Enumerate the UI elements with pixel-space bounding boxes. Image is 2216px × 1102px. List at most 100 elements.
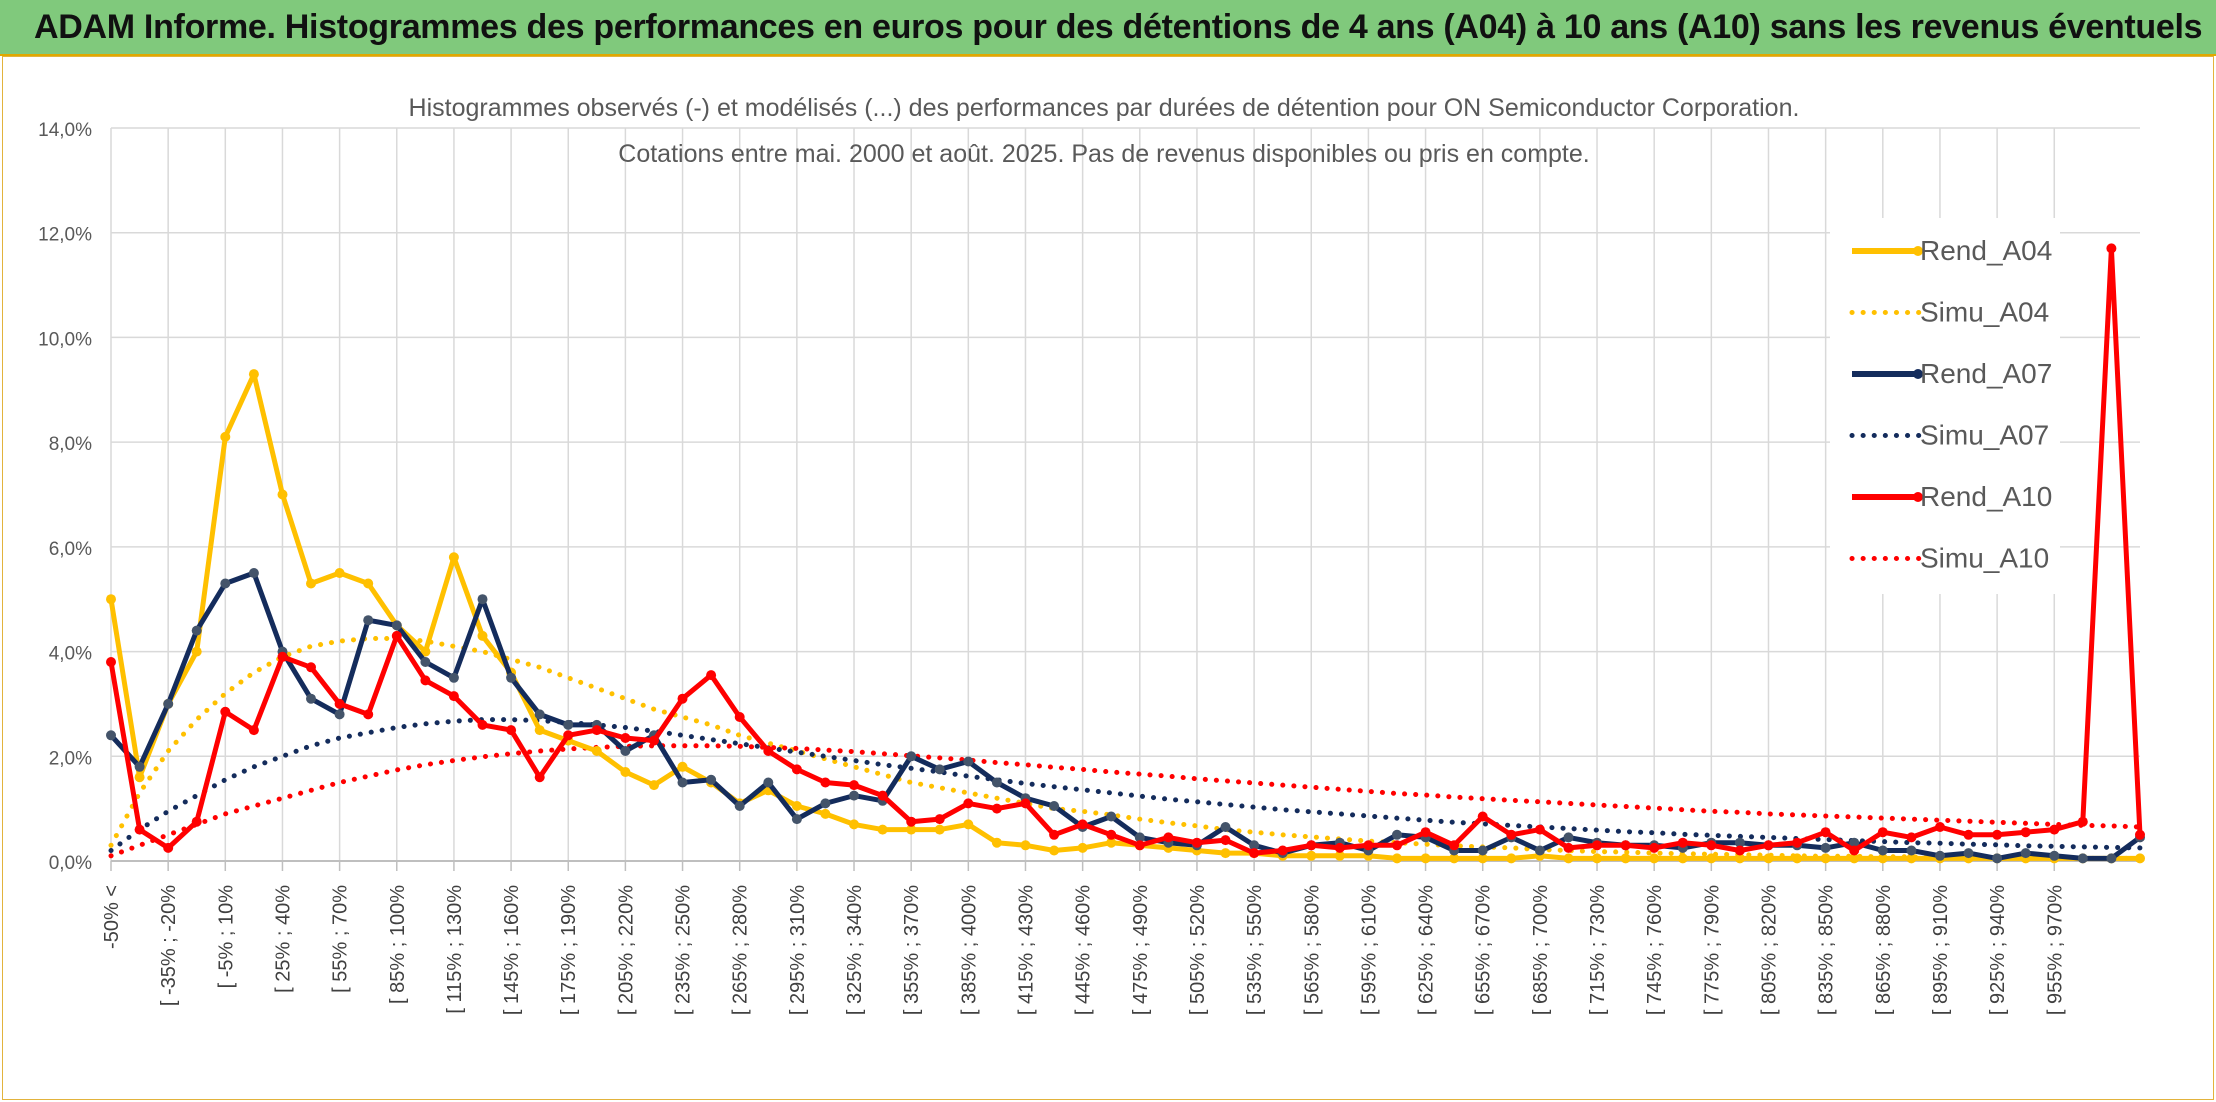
- data-point: [420, 657, 431, 667]
- data-point: [677, 761, 688, 772]
- data-point: [1106, 837, 1117, 848]
- data-point: [1963, 829, 1974, 840]
- data-point: [649, 735, 659, 746]
- data-point: [1106, 829, 1117, 840]
- data-point: [277, 651, 288, 662]
- data-point: [220, 578, 231, 589]
- x-tick-label: [ 295% ; 310%: [787, 885, 809, 1015]
- data-point: [1049, 801, 1060, 811]
- x-tick-label: [ 235% ; 250%: [673, 885, 695, 1015]
- x-tick-label: [ 715% ; 730%: [1587, 885, 1609, 1015]
- x-tick-label: [ 25% ; 40%: [272, 885, 294, 993]
- data-point: [2135, 829, 2145, 840]
- x-tick-label: [ 145% ; 160%: [501, 885, 523, 1015]
- legend-item: Simu_A04: [1849, 297, 2049, 328]
- data-point: [620, 733, 631, 743]
- data-point: [877, 824, 888, 835]
- data-point: [134, 824, 145, 835]
- data-point: [1191, 837, 1202, 848]
- data-point: [563, 719, 574, 730]
- data-point: [1592, 853, 1602, 864]
- data-point: [1963, 848, 1974, 859]
- x-tick-label: [ 745% ; 760%: [1644, 885, 1666, 1015]
- data-point: [763, 777, 774, 788]
- data-point: [849, 790, 859, 801]
- data-point: [2077, 853, 2088, 864]
- data-point: [1134, 832, 1145, 843]
- data-point: [963, 819, 974, 830]
- data-point: [906, 816, 917, 827]
- series-line: [108, 245, 2143, 856]
- data-point: [363, 615, 374, 626]
- data-point: [220, 431, 231, 442]
- legend-label: Rend_A10: [1920, 481, 2052, 512]
- data-point: [1506, 829, 1517, 840]
- data-point: [420, 675, 431, 686]
- x-tick-label: [ 175% ; 190%: [558, 885, 580, 1015]
- legend-marker: [1913, 246, 1923, 256]
- data-point: [534, 772, 545, 783]
- x-tick-label: [ 775% ; 790%: [1701, 885, 1723, 1015]
- title-banner: ADAM Informe. Histogrammes des performan…: [0, 0, 2216, 56]
- data-point: [1820, 853, 1831, 864]
- data-point: [1792, 853, 1803, 864]
- x-tick-label: [ 355% ; 370%: [901, 885, 923, 1015]
- x-tick-label: [ 595% ; 610%: [1358, 885, 1380, 1015]
- data-point: [248, 725, 259, 736]
- data-point: [1534, 845, 1545, 856]
- data-point: [1992, 853, 2003, 864]
- data-point: [677, 777, 688, 788]
- chart-frame: [2, 56, 2214, 1100]
- data-point: [1420, 827, 1431, 838]
- x-tick-label: [ 955% ; 970%: [2044, 885, 2066, 1015]
- legend-item: Simu_A07: [1849, 420, 2049, 451]
- data-point: [1392, 829, 1402, 840]
- data-point: [106, 594, 116, 605]
- data-point: [1734, 845, 1745, 856]
- data-point: [1649, 842, 1660, 853]
- data-point: [1734, 837, 1745, 848]
- data-point: [1049, 829, 1060, 840]
- legend-label: Rend_A07: [1920, 358, 2052, 389]
- data-point: [1563, 842, 1574, 853]
- data-point: [448, 691, 459, 702]
- data-point: [1506, 853, 1517, 864]
- x-tick-label: [ 325% ; 340%: [844, 885, 866, 1015]
- data-point: [1077, 819, 1088, 830]
- x-tick-label: [ 535% ; 550%: [1244, 885, 1266, 1015]
- y-tick-label: 6,0%: [49, 539, 92, 560]
- series-line: [108, 743, 2143, 859]
- data-point: [1134, 840, 1145, 851]
- data-point: [1163, 832, 1174, 843]
- series: [106, 243, 2145, 864]
- data-point: [1249, 848, 1260, 859]
- data-point: [1306, 850, 1317, 861]
- legend-item: Simu_A10: [1849, 543, 2049, 574]
- x-tick-label: [ 415% ; 430%: [1015, 885, 1037, 1015]
- data-point: [763, 746, 774, 756]
- data-point: [1820, 827, 1831, 838]
- data-point: [134, 772, 145, 783]
- data-point: [1534, 824, 1545, 835]
- data-point: [791, 764, 802, 775]
- data-point: [534, 725, 545, 736]
- legend-marker: [1913, 492, 1923, 502]
- y-tick-label: 4,0%: [49, 644, 92, 665]
- data-point: [1392, 840, 1402, 851]
- x-tick-label: [ 205% ; 220%: [615, 885, 637, 1015]
- data-point: [1277, 845, 1288, 856]
- data-point: [934, 814, 945, 825]
- data-point: [2106, 243, 2117, 254]
- data-point: [106, 657, 116, 667]
- legend-box: [1830, 218, 2060, 594]
- data-point: [991, 803, 1002, 814]
- data-point: [591, 725, 602, 736]
- x-tick-label: [ 835% ; 850%: [1816, 885, 1838, 1015]
- data-point: [1106, 811, 1117, 822]
- x-tick-label: [ 685% ; 700%: [1530, 885, 1552, 1015]
- data-point: [2020, 827, 2031, 838]
- data-point: [1563, 832, 1574, 843]
- y-axis-ticks: 0,0% 2,0% 4,0% 6,0% 8,0% 10,0% 12,0% 14,0%: [38, 120, 92, 874]
- data-point: [1992, 829, 2003, 840]
